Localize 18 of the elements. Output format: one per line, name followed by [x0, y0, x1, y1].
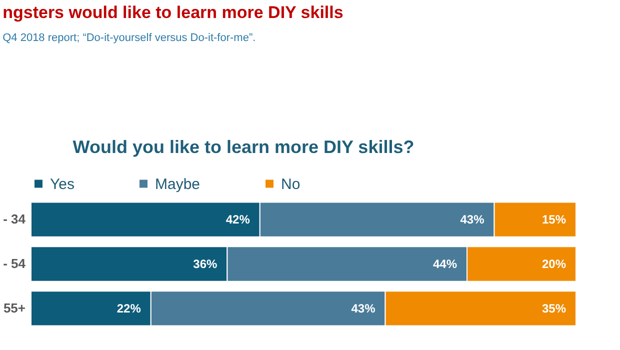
- legend-label: No: [281, 176, 300, 193]
- data-label: 43%: [351, 301, 376, 316]
- data-label: 44%: [432, 257, 458, 271]
- data-label: 22%: [116, 301, 142, 316]
- data-label: 42%: [226, 212, 250, 227]
- data-label: 20%: [542, 257, 566, 271]
- y-tick-label: - 34: [3, 212, 26, 227]
- chart-subtitle: Q4 2018 report; “Do-it-yourself versus Do-it-for-me”.: [2, 32, 256, 44]
- legend-label: Yes: [50, 176, 74, 193]
- y-tick-label: 55+: [3, 300, 26, 316]
- chart-title: ngsters would like to learn more DIY skills: [2, 3, 344, 22]
- data-label: 15%: [542, 212, 566, 227]
- data-label: 43%: [460, 212, 485, 227]
- data-label: 35%: [542, 301, 566, 316]
- legend-label: Maybe: [155, 176, 200, 193]
- text: Would you like to learn more DIY skills?: [72, 137, 414, 157]
- y-tick-label: - 54: [3, 256, 26, 271]
- data-label: 36%: [193, 257, 218, 271]
